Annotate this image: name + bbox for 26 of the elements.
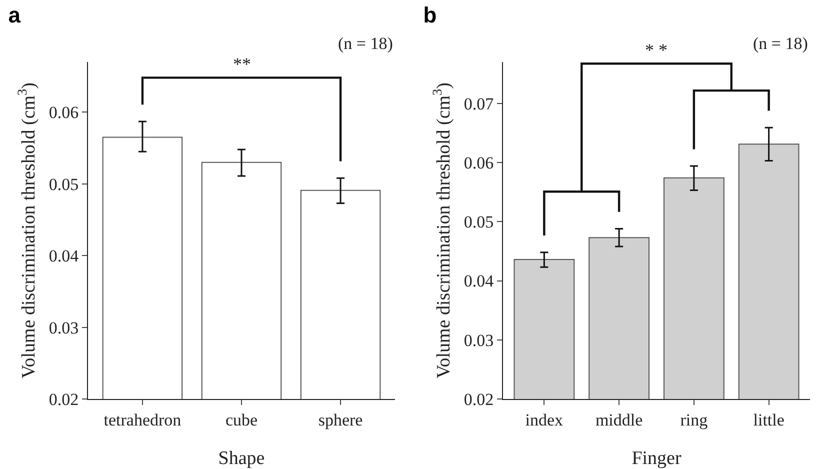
y-tick-label: 0.06 xyxy=(48,103,79,122)
x-tick-label: cube xyxy=(225,410,258,430)
annotation: ** xyxy=(233,54,251,74)
y-tick-label: 0.06 xyxy=(464,153,494,172)
x-tick-label: little xyxy=(753,410,784,430)
chart-title: b xyxy=(423,2,437,28)
x-axis-title: Finger xyxy=(632,448,682,469)
text: (n = 18) xyxy=(753,34,808,53)
x-tick-label: middle xyxy=(595,410,643,430)
y-tick-label: 0.04 xyxy=(48,246,80,266)
y-tick-label: 0.05 xyxy=(464,212,494,232)
y-tick-label: 0.04 xyxy=(464,272,494,291)
y-tick-label: 0.05 xyxy=(48,174,79,194)
x-tick-label: index xyxy=(525,410,564,430)
y-tick-label: 0.07 xyxy=(464,94,494,114)
x-tick-label: tetrahedron xyxy=(104,410,182,430)
y-tick-label: 0.02 xyxy=(464,390,494,409)
x-tick-label: sphere xyxy=(318,410,363,430)
text: * * xyxy=(645,40,668,60)
chart-title: a xyxy=(8,2,22,28)
text: (n = 18) xyxy=(338,34,393,53)
x-tick-label: ring xyxy=(680,410,708,430)
y-tick-label: 0.03 xyxy=(464,330,494,350)
x-axis-title: Shape xyxy=(218,448,265,469)
y-tick-label: 0.02 xyxy=(48,390,79,409)
y-tick-label: 0.03 xyxy=(48,318,79,338)
